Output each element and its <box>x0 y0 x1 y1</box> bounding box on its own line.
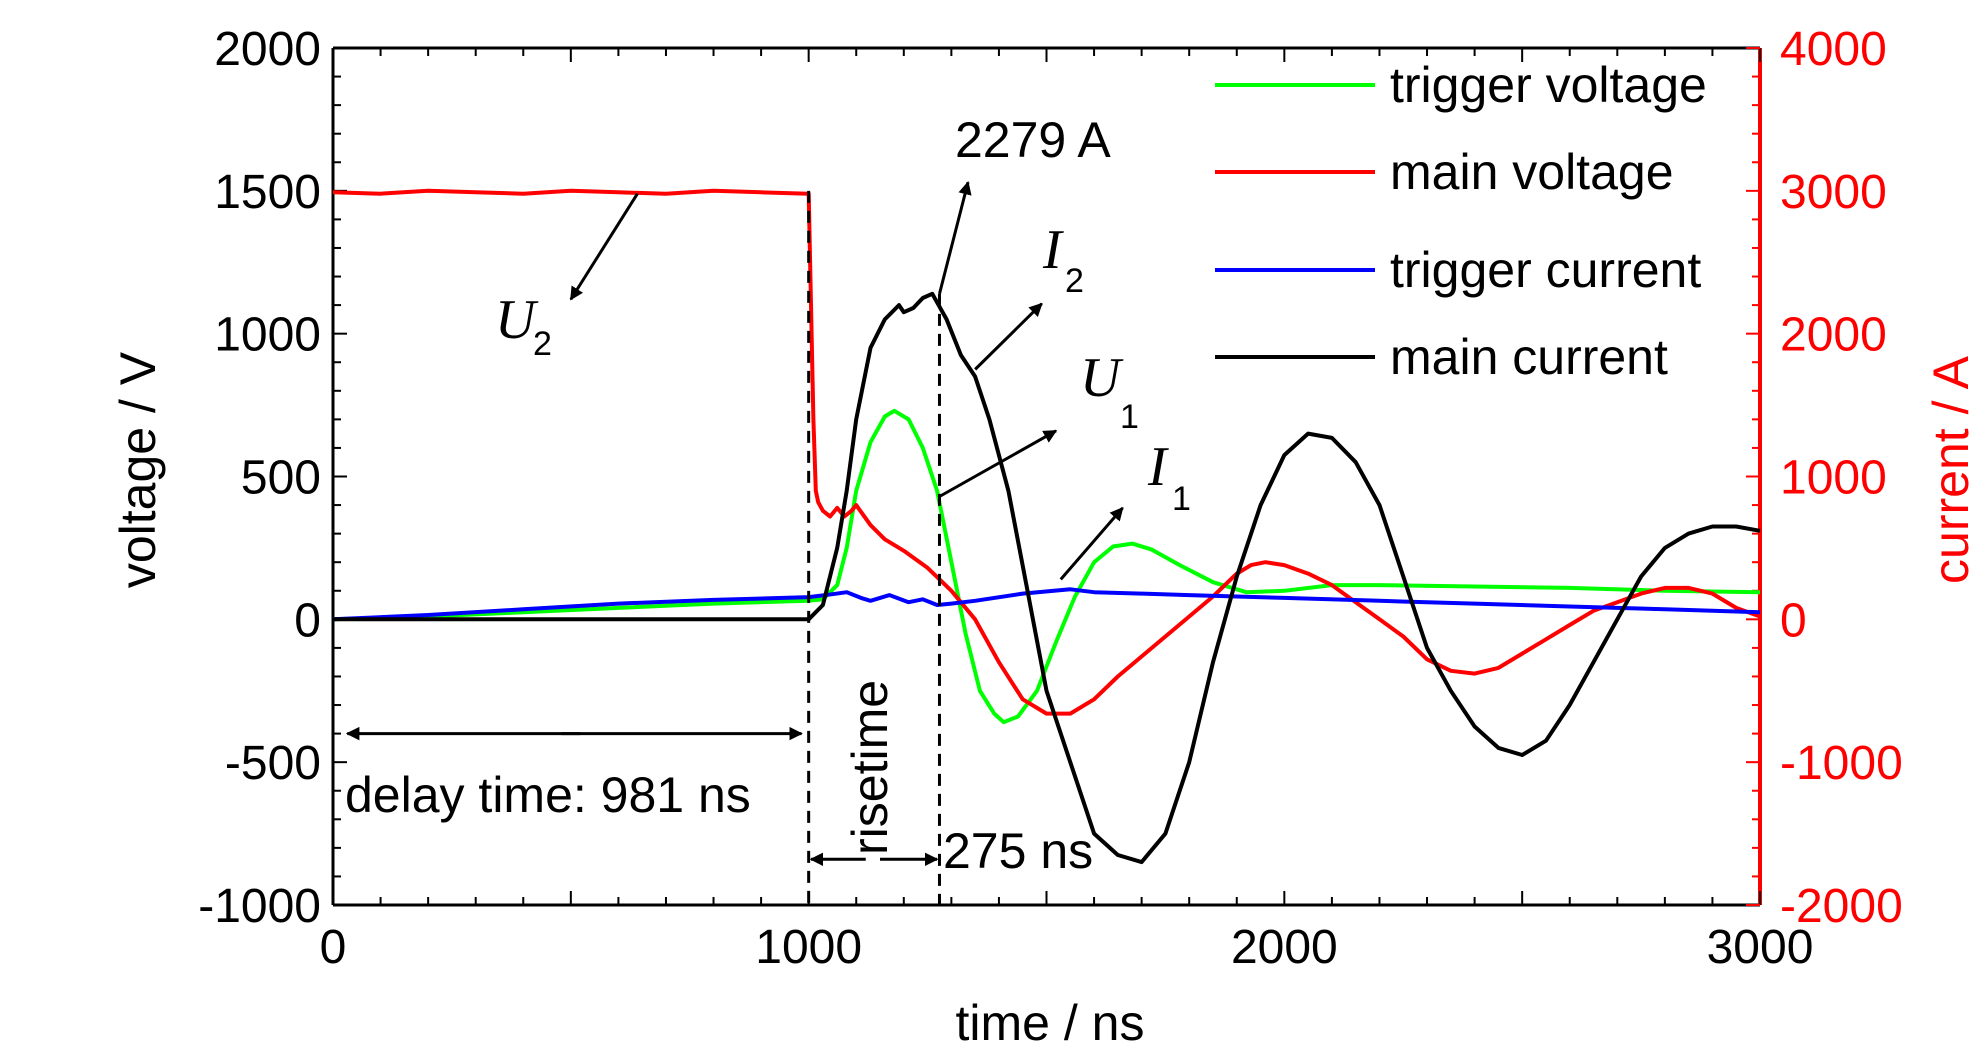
i2-label: I <box>1042 219 1064 281</box>
rise-value-label: 275 ns <box>943 823 1093 879</box>
i1-label: I <box>1147 436 1169 498</box>
i1-subscript: 1 <box>1172 480 1191 518</box>
y-tick-label: 500 <box>241 452 321 505</box>
u1-label: U <box>1080 347 1124 409</box>
y-axis-left: -1000 -500 0 500 1000 1500 2000 <box>198 23 347 933</box>
delay-time-label: delay time: 981 ns <box>345 767 751 823</box>
y2-tick-label: 0 <box>1780 594 1807 647</box>
i1-arrow <box>1059 506 1124 581</box>
u2-arrow <box>569 192 639 301</box>
y2-tick-label: 3000 <box>1780 166 1887 219</box>
y2-tick-label: 4000 <box>1780 23 1887 76</box>
series-trigger-voltage-line <box>332 408 1761 725</box>
legend-label: main current <box>1390 329 1668 385</box>
u2-subscript: 2 <box>533 325 552 363</box>
risetime-label: risetime <box>842 680 898 855</box>
i2-subscript: 2 <box>1065 262 1084 300</box>
legend-label: trigger current <box>1390 242 1701 298</box>
legend: trigger voltage main voltage trigger curre… <box>1215 57 1707 385</box>
y-tick-label: 1000 <box>214 309 321 362</box>
marker-lines <box>807 190 941 905</box>
u1-arrow <box>938 429 1058 498</box>
legend-label: trigger voltage <box>1390 57 1707 113</box>
i2-arrow <box>974 302 1043 371</box>
y-tick-label: 1500 <box>214 166 321 219</box>
y-tick-label: 2000 <box>214 23 321 76</box>
y2-tick-label: 2000 <box>1780 309 1887 362</box>
x-axis-title: time / ns <box>956 995 1145 1051</box>
y-tick-label: -500 <box>225 737 321 790</box>
y2-tick-label: -1000 <box>1780 737 1903 790</box>
x-tick-label: 3000 <box>1707 921 1814 974</box>
series-trigger-current-line <box>332 587 1761 622</box>
y-axis-right: -2000 -1000 0 1000 2000 3000 4000 <box>1746 23 1903 933</box>
x-tick-label: 0 <box>320 921 347 974</box>
x-axis: 0 1000 2000 3000 <box>320 48 1814 974</box>
y2-tick-label: 1000 <box>1780 452 1887 505</box>
x-tick-label: 1000 <box>755 921 862 974</box>
legend-label: main voltage <box>1390 144 1674 200</box>
peak-arrow <box>938 180 972 295</box>
x-tick-label: 2000 <box>1231 921 1338 974</box>
y-tick-label: 0 <box>294 594 321 647</box>
u1-subscript: 1 <box>1120 398 1139 436</box>
peak-current-label: 2279 A <box>955 112 1111 168</box>
y-axis-title: voltage / V <box>110 351 166 588</box>
annotation-arrows <box>345 180 1124 867</box>
y-tick-label: -1000 <box>198 880 321 933</box>
u2-label: U <box>495 289 539 351</box>
series-main-current-line <box>333 291 1761 865</box>
y2-axis-title: current / A <box>1923 355 1979 584</box>
y2-tick-label: -2000 <box>1780 880 1903 933</box>
